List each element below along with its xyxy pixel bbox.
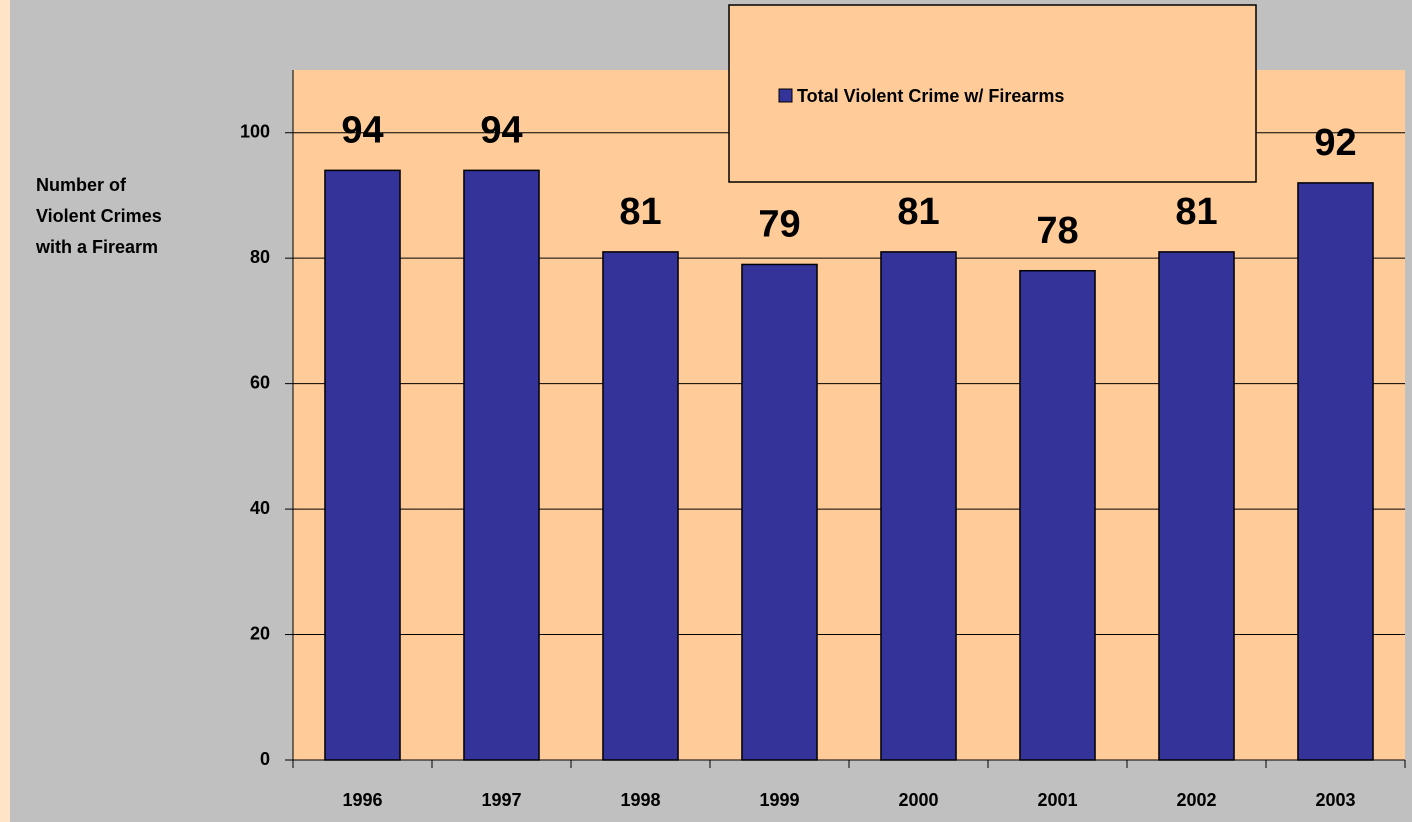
- bar: [1019, 269, 1096, 761]
- x-tick-label: 2002: [1176, 790, 1216, 810]
- x-tick-label: 2000: [898, 790, 938, 810]
- bar: [1158, 251, 1235, 761]
- data-label: 81: [1175, 191, 1217, 233]
- bar: [1297, 182, 1374, 761]
- y-axis-label: Number of: [36, 175, 127, 195]
- y-tick-label: 60: [250, 372, 270, 392]
- side-strip: [0, 0, 10, 822]
- data-label: 81: [897, 191, 939, 233]
- y-tick-label: 40: [250, 498, 270, 518]
- y-tick-label: 20: [250, 623, 270, 643]
- x-tick-label: 1998: [620, 790, 660, 810]
- y-tick-label: 100: [240, 121, 270, 141]
- legend-box: [728, 4, 1257, 183]
- x-tick-label: 2001: [1037, 790, 1077, 810]
- x-tick-label: 1997: [481, 790, 521, 810]
- x-tick-label: 1999: [759, 790, 799, 810]
- bar: [741, 263, 818, 761]
- data-label: 94: [480, 109, 522, 151]
- legend-swatch: [778, 88, 793, 103]
- x-tick-label: 2003: [1315, 790, 1355, 810]
- legend-label: Total Violent Crime w/ Firearms: [797, 86, 1064, 106]
- bar: [602, 251, 679, 761]
- y-tick-label: 80: [250, 247, 270, 267]
- data-label: 94: [341, 109, 383, 151]
- y-tick-label: 0: [260, 749, 270, 769]
- data-label: 79: [758, 203, 800, 245]
- data-label: 92: [1314, 122, 1356, 164]
- y-axis-label: with a Firearm: [35, 237, 158, 257]
- data-label: 81: [619, 191, 661, 233]
- bar: [880, 251, 957, 761]
- data-label: 78: [1036, 210, 1078, 252]
- bar: [324, 169, 401, 761]
- y-axis-label: Violent Crimes: [36, 206, 162, 226]
- x-tick-label: 1996: [342, 790, 382, 810]
- bar: [463, 169, 540, 761]
